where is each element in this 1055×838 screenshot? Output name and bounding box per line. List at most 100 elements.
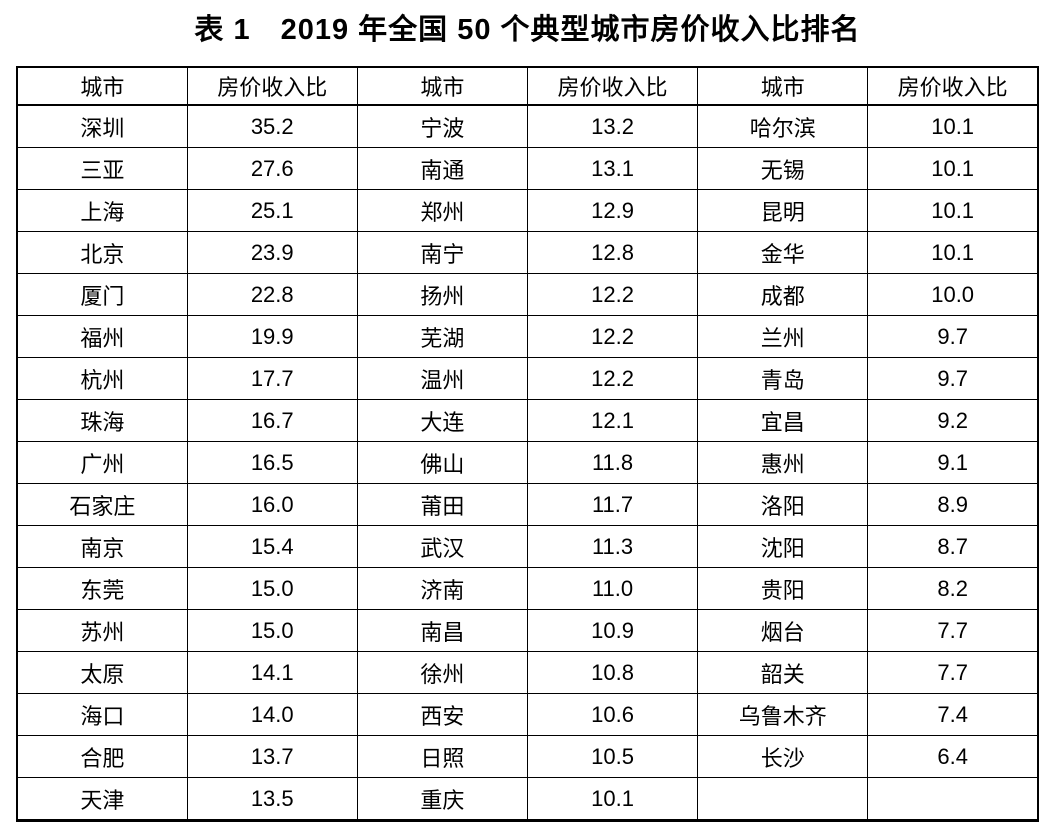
table-row: 杭州 17.7 温州 12.2 青岛 9.7 xyxy=(16,357,1039,400)
city-cell: 郑州 xyxy=(356,189,528,232)
ratio-cell: 19.9 xyxy=(186,315,358,358)
city-cell: 青岛 xyxy=(697,357,869,400)
city-cell: 徐州 xyxy=(356,651,528,694)
city-cell: 佛山 xyxy=(356,441,528,484)
city-cell: 南宁 xyxy=(356,231,528,274)
city-cell: 宜昌 xyxy=(697,399,869,442)
table-row: 北京 23.9 南宁 12.8 金华 10.1 xyxy=(16,231,1039,274)
city-cell: 沈阳 xyxy=(697,525,869,568)
city-cell: 珠海 xyxy=(16,399,188,442)
city-cell: 石家庄 xyxy=(16,483,188,526)
city-cell: 贵阳 xyxy=(697,567,869,610)
table-row: 珠海 16.7 大连 12.1 宜昌 9.2 xyxy=(16,399,1039,442)
ratio-cell: 23.9 xyxy=(186,231,358,274)
column-header-ratio: 房价收入比 xyxy=(186,66,358,106)
city-cell: 合肥 xyxy=(16,735,188,778)
city-cell: 洛阳 xyxy=(697,483,869,526)
city-cell: 日照 xyxy=(356,735,528,778)
ratio-cell: 13.7 xyxy=(186,735,358,778)
ratio-cell: 10.0 xyxy=(867,273,1039,316)
table-row: 上海 25.1 郑州 12.9 昆明 10.1 xyxy=(16,189,1039,232)
city-cell: 莆田 xyxy=(356,483,528,526)
city-cell: 重庆 xyxy=(356,777,528,821)
ratio-cell: 10.6 xyxy=(526,693,699,736)
city-cell: 武汉 xyxy=(356,525,528,568)
city-cell: 杭州 xyxy=(16,357,188,400)
column-header-city: 城市 xyxy=(16,66,188,106)
table-header: 城市 房价收入比 城市 房价收入比 城市 房价收入比 xyxy=(16,66,1039,106)
ratio-cell: 11.7 xyxy=(526,483,699,526)
city-cell: 西安 xyxy=(356,693,528,736)
ratio-cell xyxy=(867,777,1039,821)
ratio-cell: 17.7 xyxy=(186,357,358,400)
city-cell: 温州 xyxy=(356,357,528,400)
ratio-cell: 10.9 xyxy=(526,609,699,652)
city-cell: 北京 xyxy=(16,231,188,274)
ratio-cell: 12.8 xyxy=(526,231,699,274)
city-cell: 济南 xyxy=(356,567,528,610)
city-cell: 成都 xyxy=(697,273,869,316)
table-row: 广州 16.5 佛山 11.8 惠州 9.1 xyxy=(16,441,1039,484)
ratio-cell: 13.1 xyxy=(526,147,699,190)
table-title: 表 1 2019 年全国 50 个典型城市房价收入比排名 xyxy=(194,14,861,46)
ratio-cell: 10.1 xyxy=(867,189,1039,232)
city-cell: 南通 xyxy=(356,147,528,190)
ratio-cell: 13.2 xyxy=(526,104,699,148)
ratio-cell: 12.2 xyxy=(526,357,699,400)
table-row: 天津 13.5 重庆 10.1 xyxy=(16,777,1039,821)
ratio-cell: 15.4 xyxy=(186,525,358,568)
ratio-cell: 15.0 xyxy=(186,567,358,610)
city-cell: 无锡 xyxy=(697,147,869,190)
ratio-cell: 11.3 xyxy=(526,525,699,568)
ratio-cell: 27.6 xyxy=(186,147,358,190)
ratio-cell: 10.1 xyxy=(867,104,1039,148)
table-row: 石家庄 16.0 莆田 11.7 洛阳 8.9 xyxy=(16,483,1039,526)
table-row: 太原 14.1 徐州 10.8 韶关 7.7 xyxy=(16,651,1039,694)
city-cell: 惠州 xyxy=(697,441,869,484)
city-cell: 福州 xyxy=(16,315,188,358)
ratio-cell: 16.5 xyxy=(186,441,358,484)
ratio-cell: 22.8 xyxy=(186,273,358,316)
table-row: 深圳 35.2 宁波 13.2 哈尔滨 10.1 xyxy=(16,104,1039,148)
table-row: 苏州 15.0 南昌 10.9 烟台 7.7 xyxy=(16,609,1039,652)
city-cell: 广州 xyxy=(16,441,188,484)
ratio-cell: 9.2 xyxy=(867,399,1039,442)
ratio-cell: 14.0 xyxy=(186,693,358,736)
ratio-cell: 8.2 xyxy=(867,567,1039,610)
city-cell: 三亚 xyxy=(16,147,188,190)
table-row: 三亚 27.6 南通 13.1 无锡 10.1 xyxy=(16,147,1039,190)
city-cell: 昆明 xyxy=(697,189,869,232)
ratio-cell: 7.7 xyxy=(867,609,1039,652)
ratio-cell: 9.1 xyxy=(867,441,1039,484)
city-cell: 上海 xyxy=(16,189,188,232)
ratio-cell: 11.8 xyxy=(526,441,699,484)
city-cell: 南昌 xyxy=(356,609,528,652)
ratio-cell: 10.1 xyxy=(526,777,699,821)
ratio-cell: 11.0 xyxy=(526,567,699,610)
ratio-cell: 6.4 xyxy=(867,735,1039,778)
city-cell: 太原 xyxy=(16,651,188,694)
ratio-cell: 8.9 xyxy=(867,483,1039,526)
city-cell: 东莞 xyxy=(16,567,188,610)
table-row: 东莞 15.0 济南 11.0 贵阳 8.2 xyxy=(16,567,1039,610)
city-cell: 金华 xyxy=(697,231,869,274)
ratio-cell: 9.7 xyxy=(867,315,1039,358)
ratio-cell: 8.7 xyxy=(867,525,1039,568)
ratio-cell: 7.4 xyxy=(867,693,1039,736)
column-header-city: 城市 xyxy=(356,66,528,106)
table-row: 厦门 22.8 扬州 12.2 成都 10.0 xyxy=(16,273,1039,316)
ratio-cell: 10.5 xyxy=(526,735,699,778)
city-cell: 天津 xyxy=(16,777,188,821)
ratio-cell: 10.1 xyxy=(867,147,1039,190)
city-cell: 哈尔滨 xyxy=(697,104,869,148)
city-cell: 海口 xyxy=(16,693,188,736)
city-cell: 乌鲁木齐 xyxy=(697,693,869,736)
ratio-cell: 12.2 xyxy=(526,315,699,358)
city-cell: 大连 xyxy=(356,399,528,442)
ratio-cell: 10.1 xyxy=(867,231,1039,274)
ratio-cell: 15.0 xyxy=(186,609,358,652)
ratio-cell: 10.8 xyxy=(526,651,699,694)
ratio-cell: 9.7 xyxy=(867,357,1039,400)
city-cell: 深圳 xyxy=(16,104,188,148)
city-cell: 南京 xyxy=(16,525,188,568)
